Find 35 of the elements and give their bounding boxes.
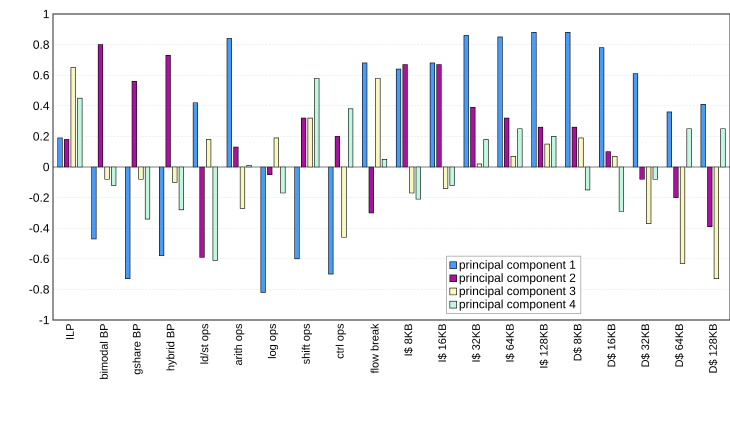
x-tick-label: D$ 32KB — [640, 324, 650, 366]
x-tick-label: D$ 128KB — [708, 324, 718, 373]
legend-label: principal component 2 — [460, 273, 576, 284]
x-tick-label: ctrl ops — [336, 324, 346, 358]
x-tick-label: D$ 64KB — [674, 324, 684, 366]
x-tick-label: D$ 16KB — [607, 324, 616, 366]
y-tick-label: 0.8 — [33, 40, 49, 49]
y-tick-label: 1 — [44, 10, 49, 18]
y-tick-label: 0.6 — [33, 70, 49, 80]
x-tick-label: I$ 64KB — [506, 324, 514, 362]
y-tick-label: -1 — [39, 316, 49, 324]
legend-label: principal component 4 — [460, 300, 576, 311]
x-tick-label: I$ 8KB — [404, 324, 413, 356]
x-tick-label: gshare BP — [132, 324, 143, 374]
legend-label: principal component 3 — [460, 286, 576, 298]
x-tick-label: arith ops — [234, 324, 244, 366]
x-tick-label: D$ 8KB — [573, 324, 582, 360]
y-tick-label: -0.6 — [29, 254, 49, 264]
y-tick-label: -0.8 — [29, 285, 49, 294]
x-tick-label: shift ops — [302, 324, 312, 364]
y-tick-label: 0.2 — [33, 132, 49, 141]
x-tick-label: ld/st ops — [200, 324, 210, 364]
x-tick-label: hybrid BP — [166, 324, 177, 370]
x-tick-label: I$ 128KB — [539, 324, 548, 368]
x-tick-label: I$ 16KB — [438, 324, 447, 362]
x-tick-label: ILP — [66, 324, 74, 339]
x-tick-label: flow break — [370, 324, 379, 374]
legend-label: principal component 1 — [460, 260, 576, 272]
x-tick-label: I$ 32KB — [472, 324, 481, 362]
y-tick-label: 0.4 — [33, 102, 50, 110]
y-tick-label: 0 — [43, 162, 50, 172]
y-tick-label: -0.4 — [29, 224, 50, 232]
x-tick-label: log ops — [268, 324, 278, 358]
y-tick-label: -0.2 — [29, 193, 49, 202]
x-tick-label: bimodal BP — [100, 324, 108, 379]
